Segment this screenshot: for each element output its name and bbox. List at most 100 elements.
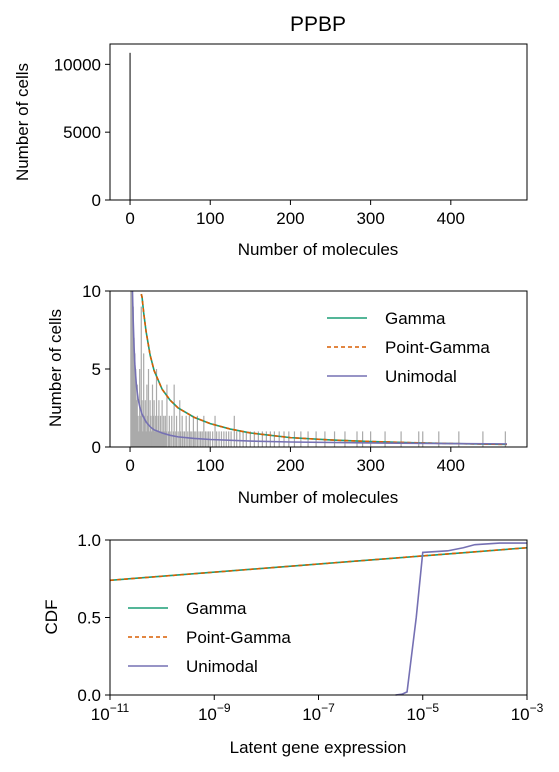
y-tick-label: 0.5: [77, 609, 101, 628]
histogram-bar: [333, 431, 336, 447]
histogram-bar: [173, 384, 175, 447]
histogram-bar: [362, 431, 364, 447]
histogram-bar: [249, 431, 251, 447]
histogram-bar: [161, 400, 163, 447]
legend-label: Point-Gamma: [186, 628, 291, 647]
histogram-bar: [192, 415, 194, 447]
histogram-bar: [177, 431, 179, 447]
histogram-bar: [166, 384, 168, 447]
axes-frame: [109, 290, 528, 448]
y-tick-label: 0.0: [77, 686, 101, 705]
histogram-bar: [167, 431, 170, 447]
y-tick-label: 10: [82, 282, 101, 301]
histogram-bar: [154, 431, 156, 447]
histogram-bar: [245, 431, 247, 447]
histogram-bar: [159, 415, 162, 447]
histogram-bar: [163, 415, 165, 447]
histogram-bar: [384, 431, 386, 447]
x-tick-label: 100: [196, 456, 224, 475]
panel-histogram-full: PPBP 0 100 200 300 400 0 5000 10000 Number of m…: [13, 13, 528, 259]
histogram-bar: [172, 431, 174, 447]
histogram-bar: [188, 415, 190, 447]
legend: Gamma Point-Gamma Unimodal: [327, 309, 490, 386]
histogram-bar: [132, 306, 134, 447]
x-tick-label: 400: [437, 456, 465, 475]
histogram-bar: [300, 431, 302, 447]
histogram-bar: [156, 431, 158, 447]
y-tick-label: 5000: [63, 123, 101, 142]
histogram-bar: [140, 306, 142, 447]
histogram-bar: [146, 384, 148, 447]
histogram-bar: [293, 431, 296, 447]
histogram-bar: [344, 431, 346, 447]
legend-label: Unimodal: [186, 657, 258, 676]
x-tick-label: 200: [276, 209, 304, 228]
legend: Gamma Point-Gamma Unimodal: [128, 599, 291, 676]
histogram-bar: [283, 431, 285, 447]
panel-2-axes: 0 100 200 300 400 0 5 10: [82, 282, 528, 475]
histogram-bar: [175, 431, 177, 447]
series-line-unimodal: [131, 290, 507, 445]
histogram-bar: [185, 415, 187, 447]
histogram-bar: [144, 400, 146, 447]
histogram-bar: [253, 431, 255, 447]
histogram-bar: [400, 431, 402, 447]
histogram-bar: [418, 431, 420, 447]
x-tick-label: 10−7: [302, 701, 335, 724]
histogram-bar: [422, 431, 424, 447]
axes-frame: [109, 43, 528, 201]
panel-2-marks: [130, 290, 507, 447]
x-tick-label: 300: [356, 456, 384, 475]
x-tick-label: 100: [196, 209, 224, 228]
histogram-bar: [152, 415, 154, 447]
histogram-bar: [228, 431, 230, 447]
x-tick-label: 10−9: [198, 701, 231, 724]
histogram-bar: [482, 431, 484, 447]
legend-label: Gamma: [385, 309, 446, 328]
x-tick-label: 0: [125, 456, 134, 475]
y-tick-label: 5: [92, 360, 101, 379]
histogram-bar: [278, 431, 280, 447]
y-tick-label: 1.0: [77, 531, 101, 550]
x-tick-label: 10−5: [406, 701, 439, 724]
histogram-bar: [187, 431, 189, 447]
series-line-gamma: [109, 546, 528, 582]
x-axis-label: Latent gene expression: [230, 738, 407, 757]
histogram-bar: [131, 291, 133, 447]
x-tick-label: 10−3: [511, 701, 544, 724]
histogram-bar: [179, 431, 182, 447]
histogram-bar: [130, 291, 132, 447]
histogram-bar: [155, 369, 158, 447]
y-tick-label: 10000: [54, 55, 101, 74]
panel-1-marks: [129, 52, 131, 201]
histogram-bar: [133, 337, 135, 447]
histogram-bar: [288, 431, 290, 447]
histogram-bar: [165, 431, 167, 447]
histogram-bar: [175, 415, 178, 447]
histogram-bar: [181, 415, 183, 447]
y-axis-label: CDF: [42, 600, 61, 635]
histogram-bar: [162, 431, 164, 447]
x-tick-label: 10−11: [91, 701, 130, 724]
histogram-bar: [182, 431, 184, 447]
panel-1-axes: 0 100 200 300 400 0 5000 10000: [54, 43, 528, 228]
histogram-bar: [438, 431, 440, 447]
histogram-bar: [148, 431, 150, 447]
histogram-bar: [370, 431, 372, 447]
histogram-bar: [145, 431, 147, 447]
histogram-bar: [159, 431, 161, 447]
histogram-bar: [141, 400, 143, 447]
histogram-bar: [143, 353, 145, 447]
histogram-bar: [147, 369, 150, 447]
histogram-bar: [230, 431, 232, 447]
histogram-bar: [257, 431, 259, 447]
legend-label: Unimodal: [385, 367, 457, 386]
histogram-bar: [242, 431, 244, 447]
histogram-bar: [135, 369, 137, 447]
x-axis-label: Number of molecules: [238, 240, 399, 259]
legend-label: Point-Gamma: [385, 338, 490, 357]
histogram-bar: [139, 415, 142, 447]
histogram-bar: [189, 431, 191, 447]
y-axis-label: Number of cells: [46, 309, 65, 427]
